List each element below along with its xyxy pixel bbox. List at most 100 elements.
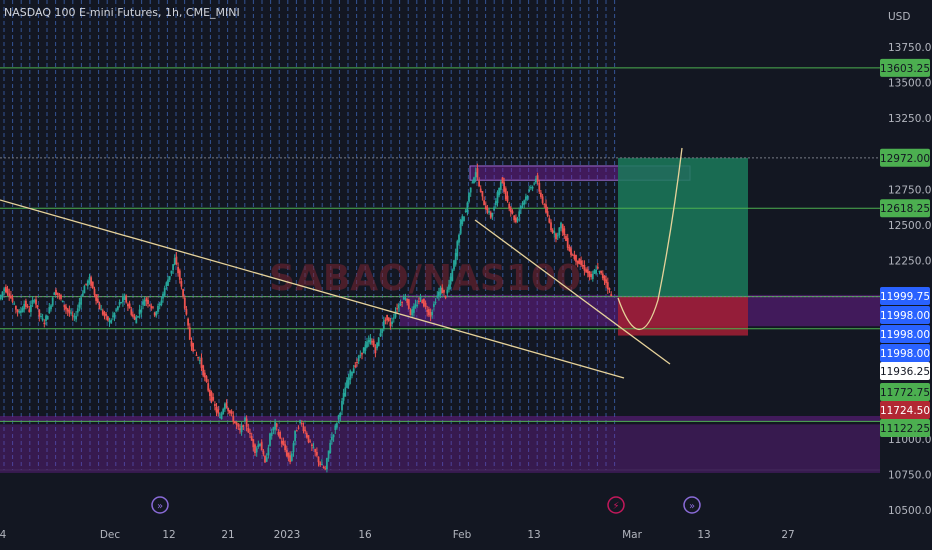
- event-marker-icon[interactable]: »: [683, 496, 701, 514]
- price-tick-label: 13500.00: [888, 78, 932, 90]
- candle-body: [364, 344, 367, 351]
- candle-body: [464, 210, 467, 212]
- candle-body: [404, 298, 407, 300]
- candle-body: [16, 309, 19, 312]
- event-marker-icon[interactable]: ⚡: [607, 496, 625, 514]
- time-tick-label: Feb: [453, 529, 472, 541]
- candle-body: [551, 229, 554, 233]
- candle-body: [356, 362, 358, 363]
- candle-body: [576, 260, 579, 264]
- candle-body: [535, 178, 537, 183]
- price-label-bg: [880, 325, 930, 343]
- candle-body: [209, 390, 211, 396]
- price-label-text: 11998.00: [880, 310, 930, 322]
- candle-body: [546, 211, 549, 216]
- candle-body: [603, 275, 606, 282]
- candle-body: [110, 319, 113, 324]
- time-axis[interactable]: 4 Dec 12 21 2023 16 Feb 13 Mar 13 27: [0, 520, 880, 550]
- candle-body: [227, 408, 230, 412]
- candle-body: [295, 430, 298, 432]
- candle-body: [366, 341, 368, 347]
- candle-body: [122, 297, 124, 303]
- candle-body: [486, 207, 489, 213]
- price-candles: [0, 163, 613, 473]
- price-label-bg: [880, 383, 930, 401]
- price-label-text: 11999.75: [880, 291, 930, 303]
- candle-body: [195, 354, 198, 356]
- candle-body: [85, 283, 87, 285]
- event-marker-icon[interactable]: »: [151, 496, 169, 514]
- candle-body: [133, 316, 136, 320]
- candle-body: [235, 422, 238, 425]
- candle-body: [456, 241, 459, 257]
- price-axis[interactable]: USD 13750.00 13500.00 13250.00 12750.00 12500…: [880, 0, 932, 550]
- candle-body: [414, 304, 417, 308]
- candle-body: [407, 299, 410, 309]
- price-tick-label: 12500.00: [888, 220, 932, 232]
- candle-body: [361, 352, 363, 355]
- candle-body: [282, 441, 285, 445]
- candle-body: [329, 443, 332, 454]
- candle-body: [210, 392, 213, 402]
- candle-body: [41, 318, 44, 321]
- candle-body: [0, 295, 2, 300]
- price-label-bg: [880, 58, 930, 77]
- price-label-badge: 11999.75: [880, 287, 930, 305]
- candle-body: [172, 264, 174, 270]
- candle-body: [523, 200, 526, 205]
- candle-body: [35, 299, 37, 305]
- candle-body: [170, 270, 173, 274]
- candle-body: [20, 310, 22, 313]
- price-label-bg: [880, 362, 930, 380]
- candle-body: [349, 370, 352, 380]
- candle-body: [501, 177, 504, 184]
- candle-body: [162, 293, 164, 299]
- candle-body: [140, 309, 143, 313]
- price-label-bg: [880, 199, 930, 218]
- candle-body: [466, 202, 469, 213]
- profit-zone: [618, 157, 748, 297]
- time-tick-label: 21: [221, 529, 234, 541]
- price-label-text: 11772.75: [880, 387, 930, 399]
- candle-body: [431, 311, 434, 315]
- candle-body: [26, 306, 29, 308]
- candle-body: [483, 200, 485, 206]
- candle-body: [262, 450, 265, 455]
- candle-body: [332, 434, 335, 438]
- candle-body: [15, 306, 17, 310]
- price-label-bg: [880, 419, 930, 437]
- candle-body: [581, 265, 584, 267]
- candle-body: [150, 306, 153, 309]
- candle-body: [237, 424, 240, 427]
- candle-body: [499, 182, 502, 190]
- candle-body: [511, 211, 514, 214]
- vertical-grid: [0, 0, 880, 471]
- candle-body: [302, 426, 305, 431]
- candle-body: [192, 342, 194, 352]
- candle-body: [277, 432, 280, 435]
- candle-body: [257, 444, 260, 447]
- price-label-badge: 11998.00: [880, 344, 930, 362]
- price-label-bg: [880, 306, 930, 324]
- candle-body: [413, 306, 415, 313]
- candle-body: [520, 205, 522, 210]
- candle-body: [1, 291, 4, 296]
- candle-body: [272, 427, 275, 431]
- candle-body: [50, 305, 52, 310]
- candle-body: [190, 341, 193, 347]
- candle-body: [357, 356, 360, 362]
- candle-body: [108, 320, 111, 323]
- candle-body: [314, 449, 317, 453]
- candle-body: [591, 273, 594, 279]
- trend-drawings: [0, 147, 683, 379]
- time-tick-label: 12: [162, 529, 175, 541]
- candle-body: [344, 387, 347, 397]
- candle-body: [548, 218, 551, 223]
- candle-body: [605, 279, 607, 283]
- candle-body: [105, 314, 108, 316]
- candle-body: [240, 425, 243, 433]
- candle-body: [198, 360, 201, 362]
- price-label-badge: 11772.75: [880, 383, 930, 401]
- projection-curve: [617, 147, 683, 331]
